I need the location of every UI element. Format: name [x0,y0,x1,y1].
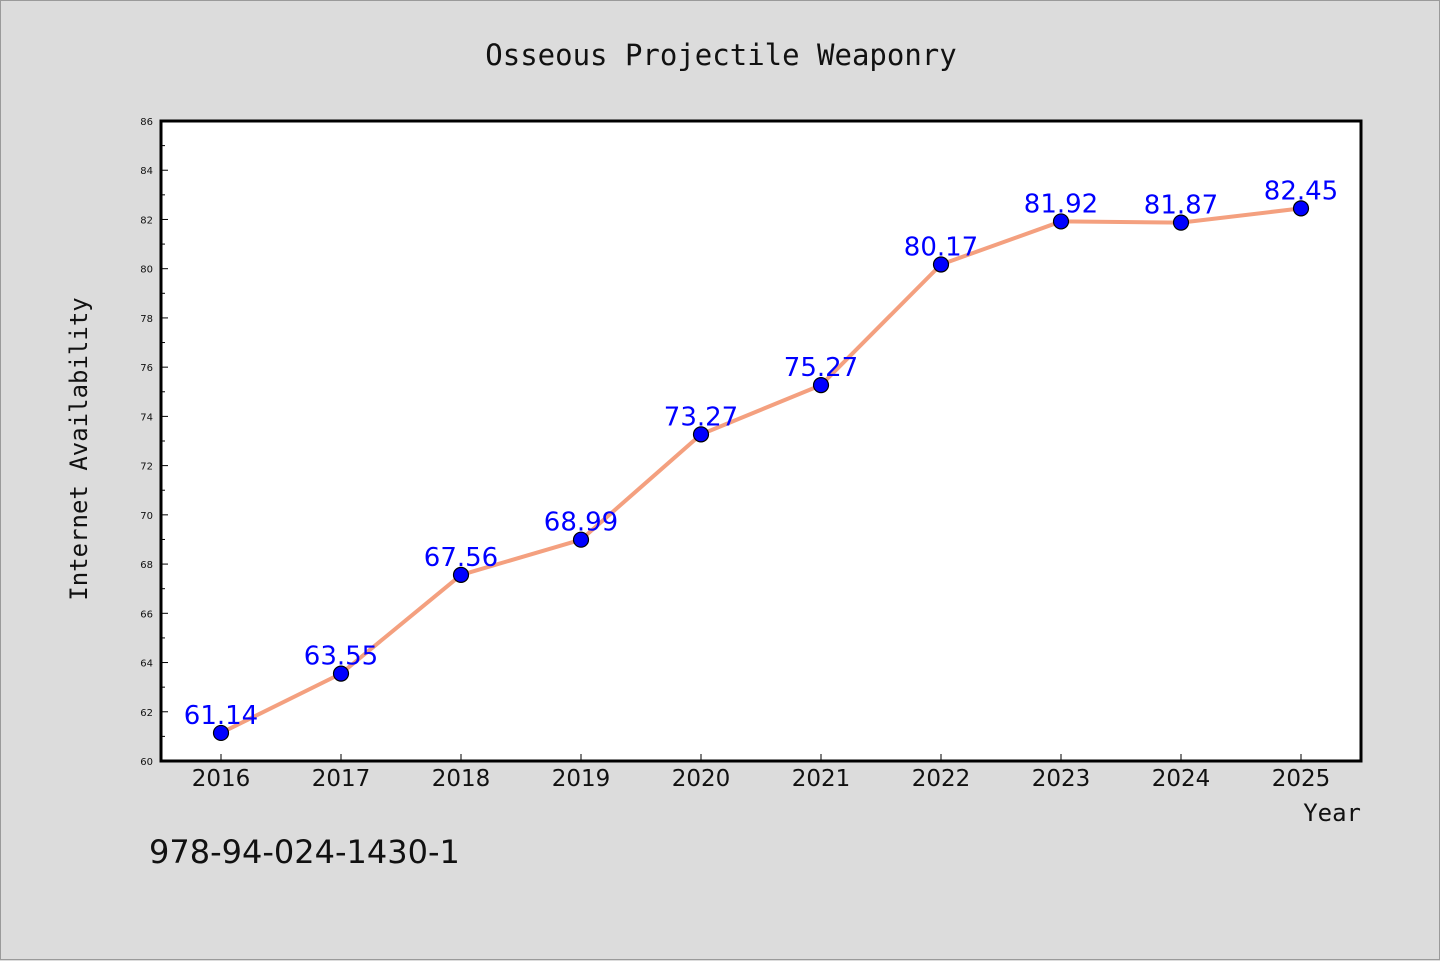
y-tick-label: 82 [140,215,153,226]
data-point [452,566,470,584]
data-point [212,724,230,742]
x-axis-label: Year [1303,799,1361,827]
data-label: 67.56 [424,543,498,573]
chart-title: Osseous Projectile Weaponry [485,38,956,72]
y-tick-label: 84 [140,166,153,177]
x-tick-label: 2020 [672,766,731,792]
y-tick-label: 70 [140,511,153,522]
x-axis: 2016 2017 2018 2019 2020 2021 2022 2023 2024 2025 [192,754,1331,792]
data-point [332,665,350,682]
data-label: 73.27 [664,402,738,432]
x-tick-label: 2017 [312,766,371,792]
y-tick-label: 86 [140,117,153,128]
data-label: 82.45 [1264,176,1338,206]
data-point [572,531,590,548]
y-tick-label: 62 [140,708,153,719]
y-axis: 60 62 64 66 68 70 72 74 76 78 80 82 84 86 [140,117,168,768]
y-tick-label: 78 [140,314,153,325]
x-tick-label: 2024 [1152,766,1211,792]
data-point [812,377,830,394]
y-axis-label: Internet Availability [65,297,93,600]
data-point [692,426,710,443]
x-tick-label: 2018 [432,766,491,792]
isbn-text: 978-94-024-1430-1 [149,833,460,871]
data-label: 61.14 [184,701,258,731]
data-label: 63.55 [304,642,378,672]
data-point [932,256,950,273]
data-label: 68.99 [544,508,618,538]
y-tick-label: 74 [140,412,153,423]
y-tick-label: 60 [140,757,153,768]
data-label: 81.92 [1024,189,1098,219]
series-line [220,206,1302,735]
data-point [1172,214,1190,231]
y-tick-label: 76 [140,363,153,374]
x-tick-label: 2022 [912,766,971,792]
data-point [1052,213,1070,230]
plot-area [159,119,1363,763]
y-tick-label: 68 [140,560,153,571]
data-label: 81.87 [1144,191,1218,221]
x-tick-label: 2021 [792,766,851,792]
data-label: 80.17 [904,233,978,263]
data-label: 75.27 [784,353,858,383]
y-tick-label: 72 [140,462,153,473]
y-tick-label: 64 [140,659,153,670]
x-tick-label: 2019 [552,766,611,792]
data-labels: 61.14 63.55 67.56 68.99 73.27 75.27 80.17 81.92… [184,176,1338,731]
x-tick-label: 2025 [1272,766,1331,792]
x-tick-label: 2016 [192,766,251,792]
y-tick-label: 66 [140,609,153,620]
data-markers [212,200,1310,742]
series-line-group [220,206,1302,735]
y-tick-label: 80 [140,265,153,276]
x-tick-label: 2023 [1032,766,1091,792]
data-point [1292,200,1310,217]
